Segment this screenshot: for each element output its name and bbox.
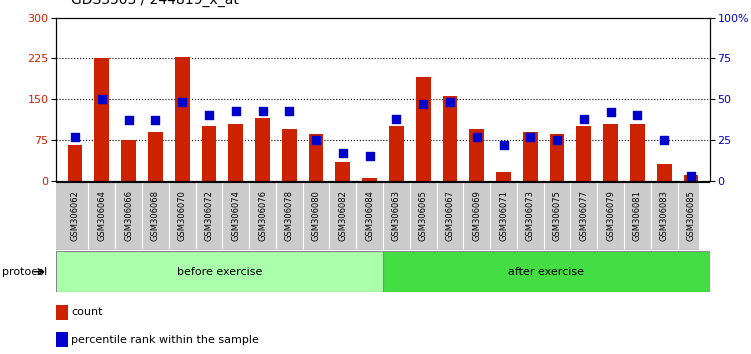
- Text: GSM306082: GSM306082: [339, 190, 348, 241]
- Point: [417, 101, 429, 107]
- Bar: [362, 178, 377, 181]
- Point: [149, 118, 161, 123]
- Point: [578, 116, 590, 121]
- Bar: [148, 132, 163, 181]
- Bar: [255, 118, 270, 181]
- Point: [363, 153, 376, 159]
- Bar: [683, 175, 698, 181]
- Text: GSM306077: GSM306077: [579, 190, 588, 241]
- Text: GSM306062: GSM306062: [71, 190, 80, 241]
- Point: [551, 137, 563, 143]
- Text: GSM306083: GSM306083: [659, 190, 668, 241]
- Text: GSM306065: GSM306065: [418, 190, 427, 241]
- Text: before exercise: before exercise: [177, 267, 262, 277]
- Text: GSM306070: GSM306070: [178, 190, 187, 241]
- Bar: [603, 124, 618, 181]
- Text: GSM306078: GSM306078: [285, 190, 294, 241]
- Text: GSM306066: GSM306066: [124, 190, 133, 241]
- Bar: [577, 126, 591, 181]
- Bar: [56, 332, 68, 347]
- Text: GSM306071: GSM306071: [499, 190, 508, 241]
- Text: count: count: [71, 307, 103, 317]
- Bar: [56, 251, 383, 292]
- Text: GSM306069: GSM306069: [472, 190, 481, 241]
- Point: [257, 108, 269, 113]
- Text: GSM306072: GSM306072: [204, 190, 213, 241]
- Bar: [442, 96, 457, 181]
- Point: [632, 113, 644, 118]
- Point: [337, 150, 349, 156]
- Point: [391, 116, 403, 121]
- Text: GSM306067: GSM306067: [445, 190, 454, 241]
- Bar: [496, 172, 511, 181]
- Point: [283, 108, 295, 113]
- Point: [685, 173, 697, 178]
- Point: [605, 109, 617, 115]
- Text: GSM306068: GSM306068: [151, 190, 160, 241]
- Bar: [523, 132, 538, 181]
- Bar: [416, 78, 430, 181]
- Point: [122, 118, 134, 123]
- Point: [96, 96, 108, 102]
- Text: GDS3503 / 244819_x_at: GDS3503 / 244819_x_at: [71, 0, 240, 7]
- Point: [230, 108, 242, 113]
- Bar: [228, 124, 243, 181]
- Text: after exercise: after exercise: [508, 267, 584, 277]
- Text: GSM306080: GSM306080: [312, 190, 321, 241]
- Bar: [336, 161, 350, 181]
- Bar: [550, 135, 565, 181]
- Text: GSM306073: GSM306073: [526, 190, 535, 241]
- Text: GSM306063: GSM306063: [392, 190, 401, 241]
- Bar: [175, 57, 189, 181]
- Bar: [630, 124, 645, 181]
- Text: protocol: protocol: [2, 267, 47, 277]
- Bar: [309, 135, 324, 181]
- Point: [471, 134, 483, 139]
- Bar: [657, 164, 671, 181]
- Point: [524, 134, 536, 139]
- Text: GSM306084: GSM306084: [365, 190, 374, 241]
- Point: [444, 99, 456, 105]
- Text: GSM306074: GSM306074: [231, 190, 240, 241]
- Point: [310, 137, 322, 143]
- Point: [497, 142, 509, 148]
- Bar: [121, 140, 136, 181]
- Bar: [95, 58, 109, 181]
- Bar: [201, 126, 216, 181]
- Bar: [56, 304, 68, 320]
- Bar: [389, 126, 404, 181]
- Text: GSM306081: GSM306081: [633, 190, 642, 241]
- Bar: [469, 129, 484, 181]
- Bar: [383, 251, 710, 292]
- Text: GSM306075: GSM306075: [553, 190, 562, 241]
- Text: GSM306079: GSM306079: [606, 190, 615, 241]
- Text: GSM306085: GSM306085: [686, 190, 695, 241]
- Point: [69, 134, 81, 139]
- Text: GSM306064: GSM306064: [98, 190, 107, 241]
- Point: [203, 113, 215, 118]
- Text: percentile rank within the sample: percentile rank within the sample: [71, 335, 259, 345]
- Bar: [282, 129, 297, 181]
- Text: GSM306076: GSM306076: [258, 190, 267, 241]
- Point: [176, 99, 189, 105]
- Bar: [68, 145, 83, 181]
- Point: [658, 137, 670, 143]
